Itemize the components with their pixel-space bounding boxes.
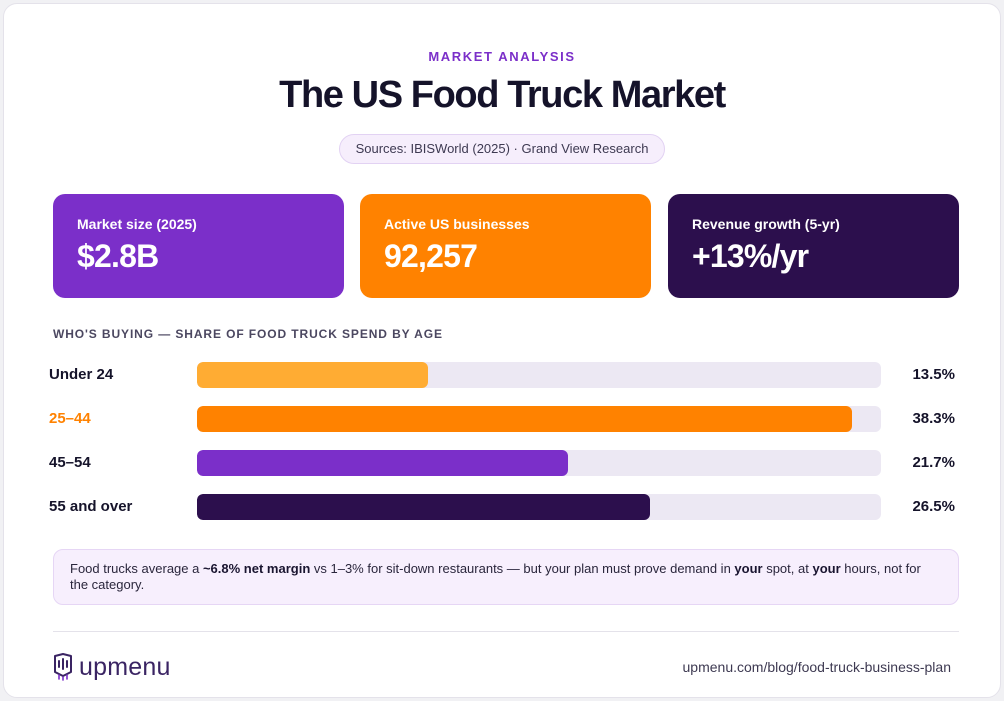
logo-wordmark: upmenu — [79, 653, 171, 681]
stat-card-market-size: Market size (2025) $2.8B — [53, 194, 344, 298]
note-text: vs 1–3% for sit-down restaurants — but y… — [310, 561, 735, 576]
stat-value: +13%/yr — [692, 238, 809, 274]
footer-url-link[interactable]: upmenu.com/blog/food-truck-business-plan — [682, 659, 951, 675]
stat-label: Active US businesses — [384, 216, 530, 232]
eyebrow-label: MARKET ANALYSIS — [428, 49, 576, 64]
note-text: spot, at — [762, 561, 813, 576]
stat-card-revenue-growth: Revenue growth (5-yr) +13%/yr — [668, 194, 959, 298]
note-emphasis-net-margin: ~6.8% net margin — [202, 561, 311, 576]
note-text: hours, not for the category. — [70, 561, 921, 592]
note-emphasis-your: your — [734, 561, 763, 576]
infographic-card: MARKET ANALYSIS The US Food Truck Market… — [3, 3, 1001, 698]
sources-pill: Sources: IBISWorld (2025) · Grand View R… — [338, 134, 666, 164]
stat-label: Revenue growth (5-yr) — [692, 216, 840, 232]
sources-wrap: Sources: IBISWorld (2025) · Grand View R… — [4, 134, 1000, 164]
upmenu-logo-icon — [54, 653, 72, 681]
stat-value: $2.8B — [77, 238, 159, 274]
note-emphasis-your: your — [812, 561, 841, 576]
note-text: Food trucks average a — [70, 561, 203, 576]
stat-card-active-businesses: Active US businesses 92,257 — [360, 194, 651, 298]
chart-title: WHO'S BUYING — SHARE OF FOOD TRUCK SPEND… — [53, 327, 443, 341]
stat-value: 92,257 — [384, 238, 478, 274]
page-title: The US Food Truck Market — [279, 74, 726, 116]
callout-note: Food trucks average a ~6.8% net margin v… — [53, 549, 959, 605]
footer-divider — [53, 631, 959, 632]
stat-label: Market size (2025) — [77, 216, 197, 232]
